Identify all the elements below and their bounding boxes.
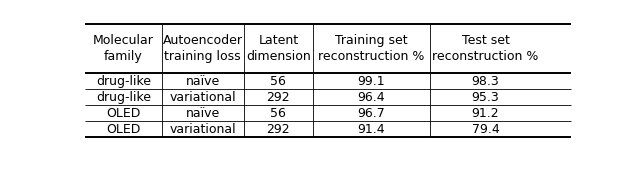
Text: 95.3: 95.3	[472, 91, 499, 104]
Text: OLED: OLED	[106, 123, 141, 136]
Text: Training set
reconstruction %: Training set reconstruction %	[318, 34, 424, 63]
Text: OLED: OLED	[106, 107, 141, 120]
Text: 96.7: 96.7	[358, 107, 385, 120]
Text: 292: 292	[267, 91, 290, 104]
Text: drug-like: drug-like	[96, 75, 151, 88]
Text: 96.4: 96.4	[358, 91, 385, 104]
Text: naïve: naïve	[186, 75, 220, 88]
Text: Molecular
family: Molecular family	[93, 34, 154, 63]
Text: drug-like: drug-like	[96, 91, 151, 104]
Text: 91.4: 91.4	[358, 123, 385, 136]
Text: variational: variational	[170, 123, 236, 136]
Text: 79.4: 79.4	[472, 123, 499, 136]
Text: 98.3: 98.3	[472, 75, 499, 88]
Text: 56: 56	[271, 107, 286, 120]
Text: 91.2: 91.2	[472, 107, 499, 120]
Text: variational: variational	[170, 91, 236, 104]
Text: 56: 56	[271, 75, 286, 88]
Text: 99.1: 99.1	[358, 75, 385, 88]
Text: Test set
reconstruction %: Test set reconstruction %	[432, 34, 539, 63]
Text: Latent
dimension: Latent dimension	[246, 34, 311, 63]
Text: naïve: naïve	[186, 107, 220, 120]
Text: Autoencoder
training loss: Autoencoder training loss	[163, 34, 243, 63]
Text: 292: 292	[267, 123, 290, 136]
